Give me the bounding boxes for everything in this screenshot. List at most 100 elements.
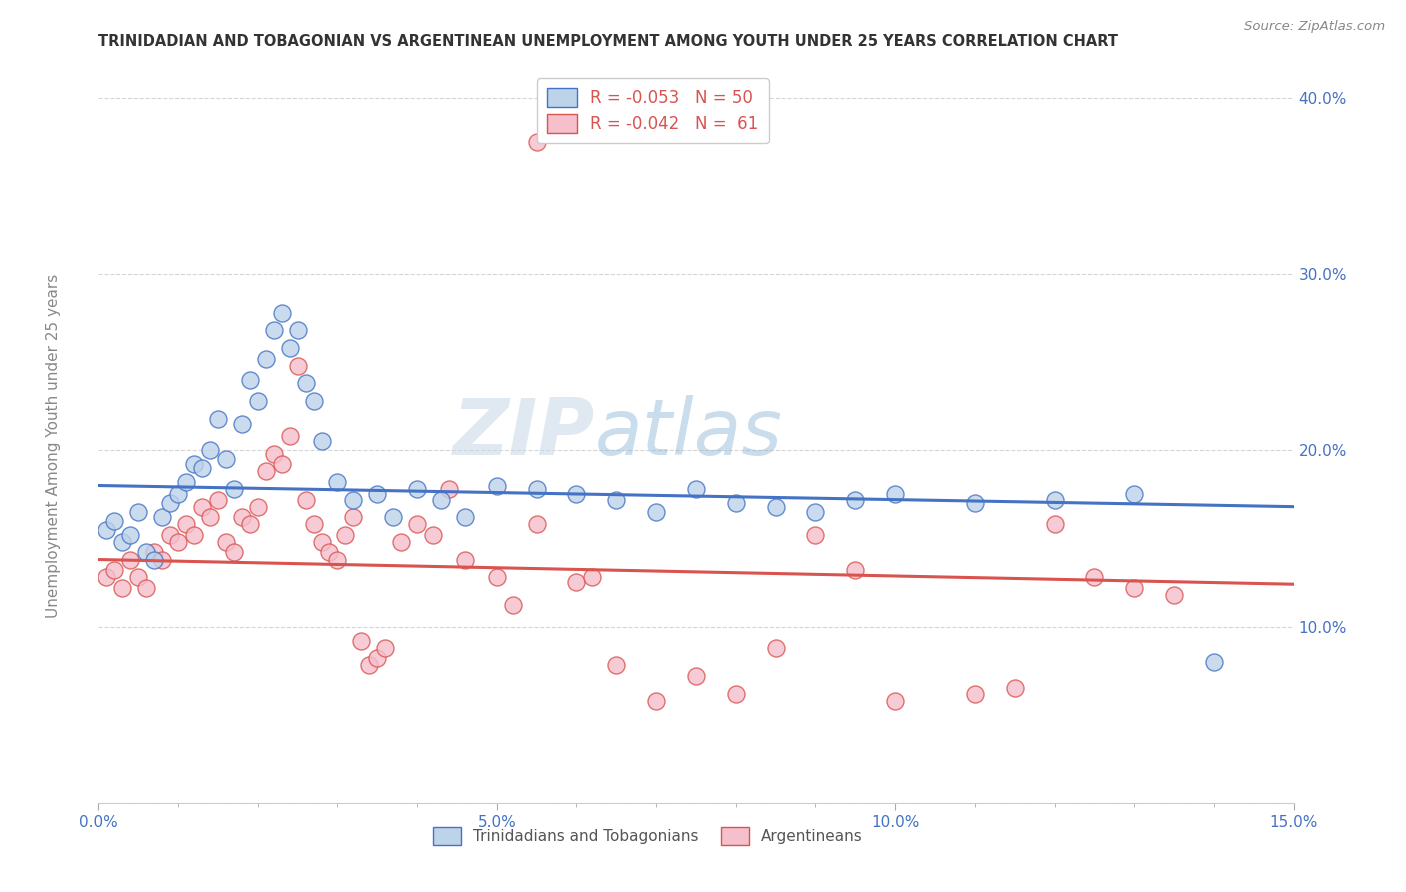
Point: [963, 686, 986, 700]
Point: [430, 492, 453, 507]
Point: [581, 570, 603, 584]
Point: [254, 351, 277, 366]
Point: [311, 434, 333, 449]
Point: [174, 517, 197, 532]
Point: [1043, 517, 1066, 532]
Point: [844, 563, 866, 577]
Point: [389, 535, 412, 549]
Point: [454, 552, 477, 566]
Point: [215, 535, 238, 549]
Point: [302, 517, 325, 532]
Point: [1043, 492, 1066, 507]
Point: [263, 447, 285, 461]
Point: [318, 545, 340, 559]
Point: [406, 517, 429, 532]
Point: [1202, 655, 1225, 669]
Point: [645, 505, 668, 519]
Point: [270, 458, 292, 472]
Point: [565, 575, 588, 590]
Point: [406, 482, 429, 496]
Point: [326, 475, 349, 489]
Point: [207, 492, 229, 507]
Point: [143, 552, 166, 566]
Point: [127, 505, 149, 519]
Point: [239, 373, 262, 387]
Point: [294, 376, 316, 391]
Point: [191, 500, 214, 514]
Point: [150, 552, 173, 566]
Point: [605, 492, 627, 507]
Point: [685, 669, 707, 683]
Point: [111, 535, 134, 549]
Point: [765, 640, 787, 655]
Point: [1163, 588, 1185, 602]
Point: [270, 306, 292, 320]
Text: TRINIDADIAN AND TOBAGONIAN VS ARGENTINEAN UNEMPLOYMENT AMONG YOUTH UNDER 25 YEAR: TRINIDADIAN AND TOBAGONIAN VS ARGENTINEA…: [98, 34, 1118, 49]
Point: [884, 487, 907, 501]
Point: [222, 545, 245, 559]
Point: [263, 323, 285, 337]
Point: [765, 500, 787, 514]
Text: Unemployment Among Youth under 25 years: Unemployment Among Youth under 25 years: [46, 274, 60, 618]
Point: [183, 528, 205, 542]
Point: [246, 500, 269, 514]
Legend: Trinidadians and Tobagonians, Argentineans: Trinidadians and Tobagonians, Argentinea…: [427, 821, 869, 851]
Point: [422, 528, 444, 542]
Point: [350, 633, 373, 648]
Point: [143, 545, 166, 559]
Point: [287, 359, 309, 373]
Point: [526, 517, 548, 532]
Point: [335, 528, 357, 542]
Point: [1123, 581, 1146, 595]
Point: [1083, 570, 1105, 584]
Point: [103, 563, 125, 577]
Point: [485, 478, 508, 492]
Point: [103, 514, 125, 528]
Point: [804, 528, 827, 542]
Point: [884, 693, 907, 707]
Point: [174, 475, 197, 489]
Point: [605, 658, 627, 673]
Point: [1123, 487, 1146, 501]
Point: [724, 686, 747, 700]
Point: [135, 545, 157, 559]
Point: [724, 496, 747, 510]
Point: [1004, 681, 1026, 696]
Point: [685, 482, 707, 496]
Point: [167, 535, 190, 549]
Point: [565, 487, 588, 501]
Point: [366, 487, 388, 501]
Point: [485, 570, 508, 584]
Point: [278, 429, 301, 443]
Point: [150, 510, 173, 524]
Point: [111, 581, 134, 595]
Point: [159, 496, 181, 510]
Point: [454, 510, 477, 524]
Text: atlas: atlas: [595, 394, 782, 471]
Point: [246, 393, 269, 408]
Point: [844, 492, 866, 507]
Point: [502, 599, 524, 613]
Point: [222, 482, 245, 496]
Point: [302, 393, 325, 408]
Point: [287, 323, 309, 337]
Point: [96, 523, 118, 537]
Point: [963, 496, 986, 510]
Point: [804, 505, 827, 519]
Point: [239, 517, 262, 532]
Point: [191, 461, 214, 475]
Point: [135, 581, 157, 595]
Point: [366, 651, 388, 665]
Point: [526, 482, 548, 496]
Text: ZIP: ZIP: [453, 394, 595, 471]
Point: [96, 570, 118, 584]
Point: [120, 552, 142, 566]
Point: [167, 487, 190, 501]
Point: [359, 658, 381, 673]
Point: [342, 510, 364, 524]
Point: [207, 411, 229, 425]
Point: [374, 640, 396, 655]
Point: [526, 135, 548, 149]
Point: [231, 417, 253, 431]
Point: [278, 341, 301, 355]
